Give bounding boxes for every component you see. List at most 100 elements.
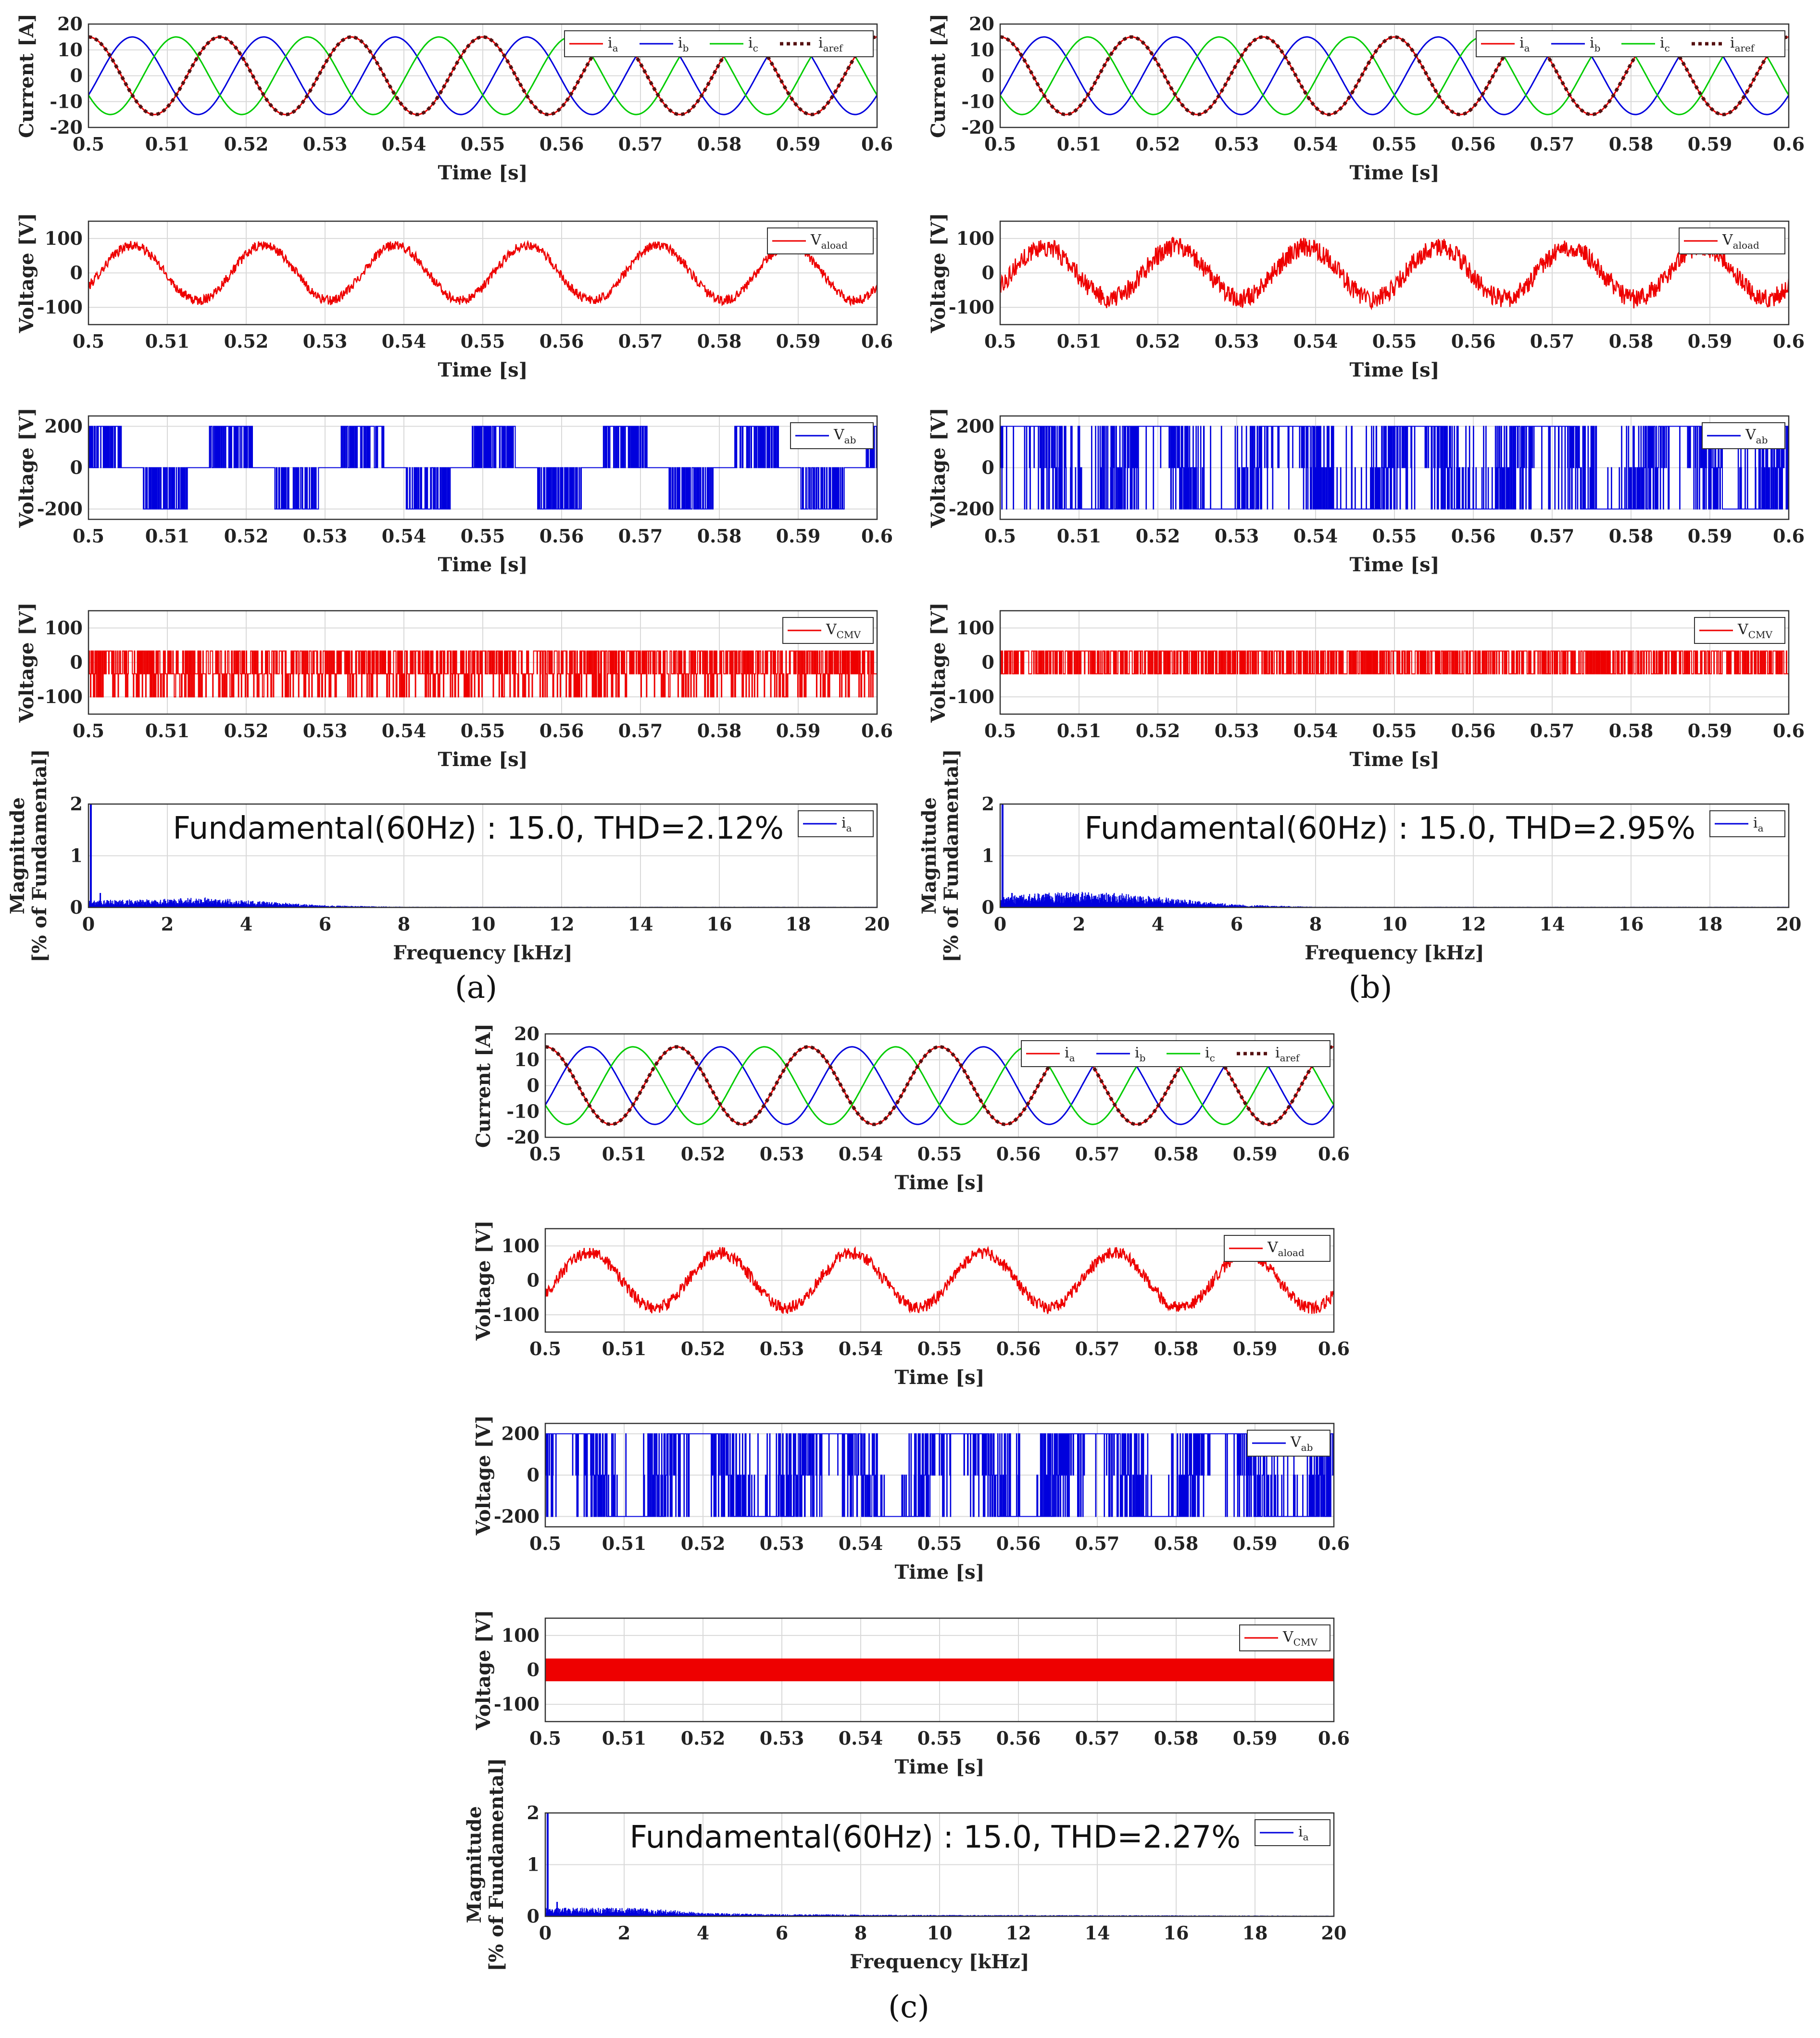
axes-frame bbox=[544, 1617, 1335, 1723]
y-axis-label-line: [% of Fundamental] bbox=[940, 749, 963, 963]
x-axis-label: Time [s] bbox=[894, 1366, 984, 1389]
series-V_CMV bbox=[88, 650, 877, 698]
x-tick-label: 12 bbox=[1006, 1922, 1031, 1944]
legend-subscript: CMV bbox=[837, 629, 861, 641]
axes-frame bbox=[88, 803, 878, 908]
x-tick-label: 0.52 bbox=[224, 133, 269, 155]
legend-subscript: a bbox=[1069, 1052, 1075, 1064]
x-tick-label: 0.58 bbox=[1154, 1338, 1199, 1359]
legend-symbol: i bbox=[608, 35, 613, 51]
x-tick-label: 0.6 bbox=[1773, 330, 1805, 352]
x-tick-label: 0.52 bbox=[1136, 133, 1180, 155]
x-tick-label: 0.55 bbox=[917, 1533, 962, 1554]
x-tick-label: 0.54 bbox=[1293, 133, 1338, 155]
axes-frame bbox=[88, 610, 878, 715]
y-axis-label-line: Voltage [V] bbox=[927, 213, 950, 334]
legend-subscript: ab bbox=[844, 434, 856, 446]
y-tick-label: 100 bbox=[956, 227, 994, 249]
series-V_ab bbox=[1000, 426, 1789, 510]
x-tick-label: 0.58 bbox=[1609, 525, 1654, 547]
legend-label-V_aload: Vaload bbox=[1722, 232, 1759, 251]
legend-label-i_a: ia bbox=[1298, 1824, 1309, 1843]
x-tick-label: 0.57 bbox=[1530, 133, 1575, 155]
x-tick-label: 0.53 bbox=[760, 1533, 804, 1554]
legend-subscript: a bbox=[846, 822, 852, 834]
x-tick-label: 0.53 bbox=[303, 720, 348, 742]
x-tick-label: 0.55 bbox=[461, 720, 505, 742]
y-axis-label-line: Voltage [V] bbox=[15, 408, 38, 528]
x-tick-label: 14 bbox=[1085, 1922, 1110, 1944]
x-tick-label: 0.56 bbox=[1451, 330, 1496, 352]
x-tick-label: 18 bbox=[786, 913, 811, 935]
legend-subscript: b bbox=[1140, 1052, 1146, 1064]
y-tick-label: 0 bbox=[70, 457, 83, 478]
x-tick-label: 0 bbox=[82, 913, 95, 935]
x-tick-label: 0.5 bbox=[529, 1143, 561, 1165]
x-tick-label: 2 bbox=[161, 913, 174, 935]
x-tick-label: 12 bbox=[1461, 913, 1486, 935]
legend: VCMV bbox=[1694, 617, 1785, 644]
legend-label-i_a: ia bbox=[1753, 815, 1764, 834]
x-tick-label: 0.53 bbox=[760, 1727, 804, 1749]
x-tick-label: 0.56 bbox=[540, 330, 584, 352]
plot-series bbox=[88, 426, 877, 510]
x-tick-label: 0.59 bbox=[776, 330, 821, 352]
axes-frame bbox=[544, 1422, 1335, 1528]
x-tick-label: 4 bbox=[1152, 913, 1164, 935]
y-tick-label: 0 bbox=[527, 1075, 540, 1096]
x-tick-label: 0.55 bbox=[917, 1338, 962, 1359]
chart-a-0: 0.5 0.51 0.52 0.53 0.54 0.55 0.56 0.57 0.58 0.59 0… bbox=[15, 13, 893, 184]
legend-subscript: aref bbox=[823, 42, 843, 54]
x-tick-label: 0.53 bbox=[303, 330, 348, 352]
x-tick-label: 0.56 bbox=[1451, 720, 1496, 742]
x-tick-label: 0.55 bbox=[461, 525, 505, 547]
legend-label-V_CMV: VCMV bbox=[1737, 621, 1772, 641]
y-tick-label: -20 bbox=[961, 116, 994, 138]
x-tick-label: 0.51 bbox=[602, 1338, 647, 1359]
chart-c-3: 0.5 0.51 0.52 0.53 0.54 0.55 0.56 0.57 0.58 0.59 0… bbox=[472, 1610, 1350, 1778]
axes-frame bbox=[999, 803, 1790, 908]
y-tick-label: -100 bbox=[494, 1693, 540, 1715]
x-axis-label: Time [s] bbox=[894, 1171, 984, 1194]
x-tick-label: 10 bbox=[927, 1922, 953, 1944]
x-tick-label: 0.54 bbox=[382, 330, 427, 352]
x-tick-label: 0.51 bbox=[1057, 330, 1102, 352]
x-tick-label: 0.52 bbox=[224, 720, 269, 742]
legend-label-V_aload: Vaload bbox=[810, 232, 848, 251]
x-tick-label: 0.53 bbox=[1215, 133, 1259, 155]
legend: ia bbox=[1255, 1819, 1330, 1846]
legend: Vaload bbox=[767, 227, 874, 254]
legend-subscript: a bbox=[613, 42, 618, 54]
x-tick-label: 0.51 bbox=[602, 1727, 647, 1749]
x-tick-label: 0.57 bbox=[618, 330, 663, 352]
x-tick-label: 0.6 bbox=[1773, 525, 1805, 547]
x-tick-label: 8 bbox=[398, 913, 410, 935]
x-axis-label: Time [s] bbox=[894, 1756, 984, 1778]
legend: VCMV bbox=[782, 617, 874, 644]
chart-b-1: 0.5 0.51 0.52 0.53 0.54 0.55 0.56 0.57 0.58 0.59 0… bbox=[927, 213, 1805, 381]
y-axis-label: Voltage [V] bbox=[472, 1415, 495, 1536]
legend-label-i_a: ia bbox=[1519, 35, 1530, 54]
legend-symbol: V bbox=[1267, 1239, 1279, 1256]
chart-a-2: 0.5 0.51 0.52 0.53 0.54 0.55 0.56 0.57 0.58 0.59 0… bbox=[15, 408, 893, 576]
legend-subscript: aref bbox=[1735, 42, 1755, 54]
x-tick-label: 0.54 bbox=[382, 525, 427, 547]
x-axis-label: Time [s] bbox=[438, 359, 527, 381]
axes-frame bbox=[544, 1033, 1335, 1138]
y-tick-label: 1 bbox=[982, 845, 994, 867]
x-tick-label: 0.5 bbox=[984, 720, 1016, 742]
y-axis-label: Magnitude[% of Fundamental] bbox=[463, 1758, 508, 1972]
x-tick-label: 0.58 bbox=[1609, 330, 1654, 352]
legend-subscript: CMV bbox=[1293, 1636, 1318, 1648]
legend-subscript: c bbox=[1210, 1052, 1215, 1064]
y-axis-label: Voltage [V] bbox=[927, 213, 950, 334]
y-tick-label: 0 bbox=[982, 65, 994, 87]
legend: ia ib ic iaref bbox=[564, 30, 874, 57]
y-axis-label: Current [A] bbox=[927, 13, 950, 138]
legend-label-i_c: ic bbox=[1205, 1044, 1215, 1064]
x-tick-label: 0.53 bbox=[1215, 525, 1259, 547]
plot-series bbox=[1000, 650, 1789, 675]
y-axis-label-line: Current [A] bbox=[472, 1023, 495, 1148]
y-tick-label: 100 bbox=[502, 1235, 540, 1257]
